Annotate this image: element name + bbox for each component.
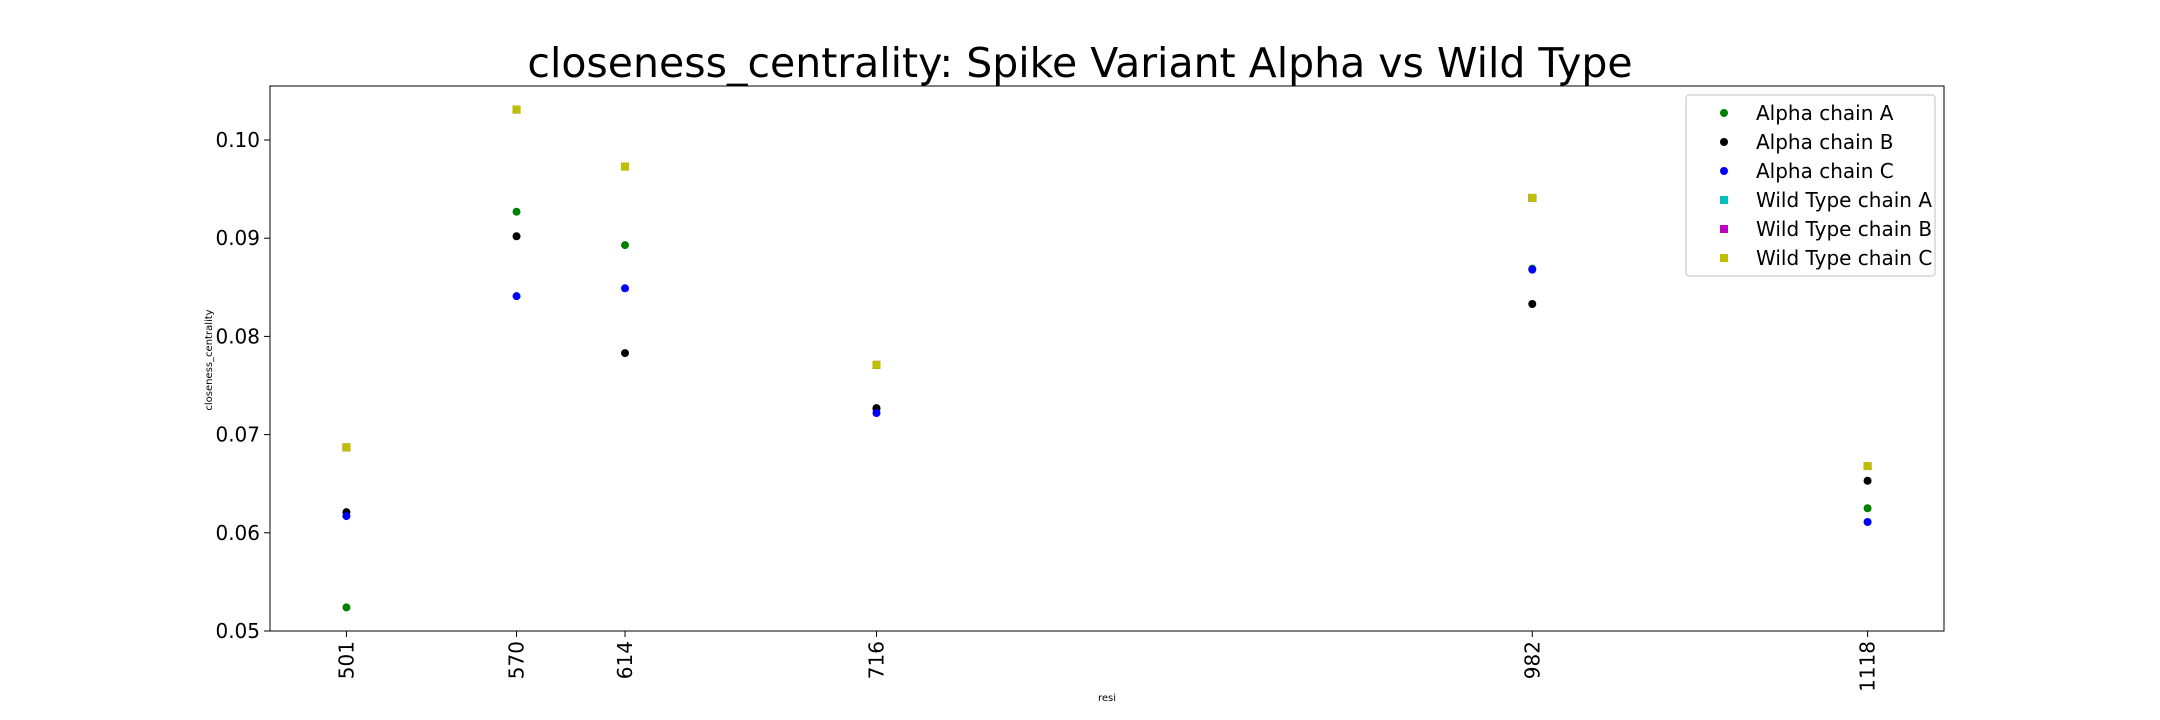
- legend-marker: [1720, 225, 1728, 233]
- series-5: [342, 105, 1872, 471]
- data-point: [1528, 300, 1537, 308]
- x-tick-label: 982: [1520, 641, 1544, 679]
- legend-item: Alpha chain A: [1720, 101, 1894, 125]
- x-axis-label: resi: [1098, 693, 1116, 704]
- data-point: [872, 409, 881, 417]
- legend-item: Wild Type chain B: [1720, 217, 1932, 241]
- y-axis: 0.05 0.06 0.07 0.08 0.09 0.10: [215, 128, 270, 643]
- legend-label: Wild Type chain A: [1756, 188, 1932, 212]
- data-point: [1528, 193, 1537, 202]
- data-point: [342, 443, 351, 452]
- x-tick-label: 716: [864, 641, 888, 679]
- data-point: [512, 207, 521, 216]
- x-tick-label: 614: [613, 641, 637, 679]
- y-tick-label: 0.10: [215, 128, 260, 152]
- legend-marker: [1720, 167, 1728, 175]
- data-point: [621, 284, 630, 293]
- data-point: [512, 292, 521, 301]
- data-point: [1528, 265, 1537, 274]
- legend-box: [1685, 94, 1936, 277]
- legend-item: Wild Type chain C: [1720, 246, 1932, 270]
- data-point: [1863, 518, 1872, 526]
- chart-title: closeness_centrality: Spike Variant Alph…: [527, 39, 1632, 87]
- series-2: [342, 265, 1872, 526]
- data-point: [1863, 462, 1872, 471]
- y-tick-label: 0.06: [215, 521, 260, 545]
- data-point: [512, 105, 521, 114]
- data-point: [621, 349, 630, 358]
- x-tick-label: 501: [334, 641, 358, 679]
- data-points: [342, 105, 1872, 612]
- data-point: [872, 360, 881, 369]
- data-point: [1863, 476, 1872, 485]
- legend-marker: [1720, 196, 1728, 204]
- data-point: [512, 232, 521, 241]
- y-tick-label: 0.08: [215, 324, 260, 348]
- legend-marker: [1720, 254, 1728, 262]
- legend-item: Wild Type chain A: [1720, 188, 1932, 212]
- y-tick-label: 0.07: [215, 423, 260, 447]
- data-point: [1863, 504, 1872, 513]
- x-axis: 501 570 614 716 982 1118: [334, 631, 1880, 692]
- legend-item: Alpha chain B: [1720, 130, 1893, 154]
- y-tick-label: 0.05: [215, 619, 260, 643]
- plot-area: [269, 85, 1945, 632]
- y-axis-label: closeness_centrality: [204, 309, 215, 410]
- data-point: [342, 603, 351, 612]
- legend-marker: [1720, 138, 1728, 146]
- data-point: [621, 241, 630, 250]
- data-point: [621, 162, 630, 171]
- legend-label: Alpha chain A: [1756, 101, 1894, 125]
- legend-label: Alpha chain B: [1756, 130, 1893, 154]
- legend: Alpha chain A Alpha chain B Alpha chain C W…: [1685, 94, 1936, 277]
- data-point: [342, 512, 351, 521]
- legend-label: Wild Type chain B: [1756, 217, 1932, 241]
- x-tick-label: 570: [505, 641, 529, 679]
- legend-label: Alpha chain C: [1756, 159, 1894, 183]
- x-tick-label: 1118: [1856, 641, 1880, 692]
- legend-item: Alpha chain C: [1720, 159, 1894, 183]
- y-tick-label: 0.09: [215, 226, 260, 250]
- legend-label: Wild Type chain C: [1756, 246, 1932, 270]
- legend-marker: [1720, 109, 1728, 117]
